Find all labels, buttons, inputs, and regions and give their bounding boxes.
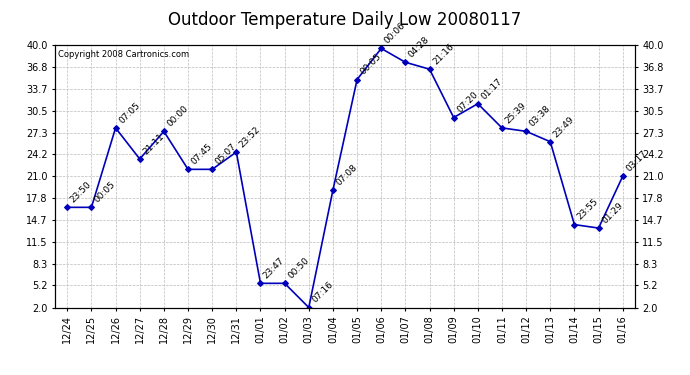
Point <box>86 204 97 210</box>
Text: 00:06: 00:06 <box>383 21 407 46</box>
Text: 21:16: 21:16 <box>431 42 455 66</box>
Text: 00:05: 00:05 <box>93 180 117 204</box>
Point <box>424 66 435 72</box>
Point <box>159 128 170 134</box>
Point <box>327 187 338 193</box>
Point <box>62 204 73 210</box>
Point <box>255 280 266 286</box>
Point <box>110 125 121 131</box>
Text: 00:50: 00:50 <box>286 256 310 280</box>
Text: 23:47: 23:47 <box>262 256 286 280</box>
Point <box>497 125 508 131</box>
Text: 23:52: 23:52 <box>238 125 262 149</box>
Point <box>520 128 531 134</box>
Point <box>545 139 556 145</box>
Point <box>617 173 628 179</box>
Text: 01:17: 01:17 <box>480 76 504 101</box>
Text: 07:20: 07:20 <box>455 90 480 115</box>
Text: 07:05: 07:05 <box>117 100 141 125</box>
Point <box>375 45 386 51</box>
Point <box>134 156 145 162</box>
Point <box>448 114 460 120</box>
Point <box>400 59 411 65</box>
Text: 05:07: 05:07 <box>214 142 238 166</box>
Text: 23:50: 23:50 <box>69 180 93 204</box>
Point <box>472 101 483 107</box>
Point <box>230 149 241 155</box>
Text: 00:05: 00:05 <box>359 52 383 77</box>
Point <box>207 166 218 172</box>
Text: 07:16: 07:16 <box>310 280 335 305</box>
Point <box>303 304 314 310</box>
Text: Copyright 2008 Cartronics.com: Copyright 2008 Cartronics.com <box>58 50 189 59</box>
Point <box>279 280 290 286</box>
Text: 25:39: 25:39 <box>504 100 528 125</box>
Point <box>182 166 193 172</box>
Text: 00:00: 00:00 <box>166 104 190 129</box>
Text: 07:08: 07:08 <box>335 163 359 187</box>
Point <box>593 225 604 231</box>
Text: 23:49: 23:49 <box>552 114 576 139</box>
Text: 07:45: 07:45 <box>190 142 214 166</box>
Text: 03:17: 03:17 <box>624 149 649 174</box>
Point <box>351 76 363 82</box>
Text: 23:55: 23:55 <box>576 197 600 222</box>
Text: 01:29: 01:29 <box>600 201 624 225</box>
Text: 04:28: 04:28 <box>407 35 431 60</box>
Text: Outdoor Temperature Daily Low 20080117: Outdoor Temperature Daily Low 20080117 <box>168 11 522 29</box>
Text: 03:38: 03:38 <box>528 104 552 129</box>
Point <box>569 222 580 228</box>
Text: 21:11: 21:11 <box>141 132 166 156</box>
